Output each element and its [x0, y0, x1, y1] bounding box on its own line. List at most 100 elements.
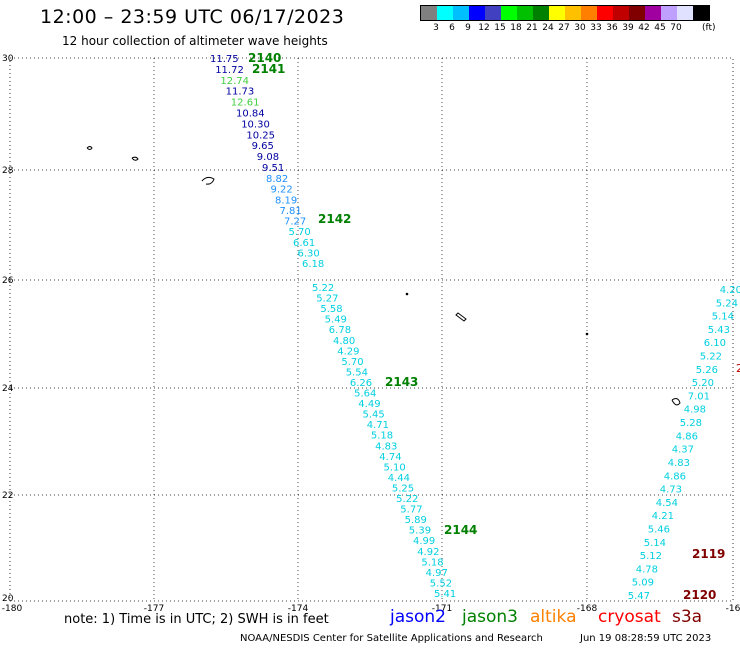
wave-height-label: 5.24: [716, 298, 738, 309]
wave-height-label: 4.54: [656, 498, 678, 509]
wave-height-label: 5.49: [325, 315, 347, 326]
pass-id-label: 2119: [692, 547, 725, 561]
pass-id-label: 2143: [385, 375, 418, 389]
wave-height-label: 4.21: [652, 511, 674, 522]
colorbar-swatch: [421, 6, 437, 20]
wave-height-label: 5.14: [712, 312, 734, 323]
colorbar-tick-label: 6: [449, 23, 455, 33]
colorbar-tick-label: 9: [465, 23, 471, 33]
wave-height-label: 4.80: [333, 336, 355, 347]
page-subtitle: 12 hour collection of altimeter wave hei…: [62, 34, 328, 48]
lon-tick-label: -180: [2, 604, 23, 614]
wave-height-label: 6.26: [350, 378, 372, 389]
wave-height-label: 4.92: [417, 547, 439, 558]
satellite-name-jason2: jason2: [390, 607, 446, 627]
wave-height-label: 5.52: [430, 578, 452, 589]
colorbar-tick-label: 39: [622, 23, 634, 33]
colorbar-tick-label: 70: [670, 23, 682, 33]
wave-height-label: 4.86: [676, 431, 698, 442]
axis-ticks: -180 -177 -174 -171 -168 -16 30 28 26 24 22 20: [2, 54, 740, 614]
colorbar-swatch: [517, 6, 533, 20]
wave-height-label: 5.89: [405, 515, 427, 526]
wave-height-label: 4.74: [379, 452, 401, 463]
wave-height-label: 10.30: [241, 119, 270, 130]
wave-height-label: 6.10: [704, 338, 726, 349]
pass-id-label: 2144: [444, 523, 477, 537]
colorbar-tick-label: 18: [510, 23, 522, 33]
colorbar-labels: 3 6 9 12 15 18 21 24 27 30 33 36 39 42 45 70 (ft): [420, 21, 715, 35]
lat-tick-label: 30: [2, 54, 14, 64]
satellite-name-s3a: s3a: [672, 607, 703, 627]
lat-tick-label: 26: [2, 276, 14, 286]
wave-height-label: 5.18: [421, 557, 443, 568]
satellite-name-cryosat: cryosat: [598, 607, 661, 627]
colorbar-swatch: [453, 6, 469, 20]
island-4: [455, 312, 467, 322]
island-5: [671, 398, 681, 406]
colorbar-tick-label: 12: [478, 23, 490, 33]
wave-height-label: 5.26: [696, 365, 718, 376]
wave-height-label: 5.22: [312, 283, 334, 294]
lat-tick-label: 28: [2, 166, 14, 176]
lon-tick-label: -171: [432, 604, 452, 614]
colorbar-tick-label: 36: [606, 23, 618, 33]
colorbar-legend: 3 6 9 12 15 18 21 24 27 30 33 36 39 42 45 70 (ft): [420, 5, 716, 35]
lon-tick-label: -177: [144, 604, 164, 614]
wave-height-label: 4.44: [388, 473, 410, 484]
wave-height-label: 4.78: [636, 564, 658, 575]
wave-height-label: 5.43: [708, 325, 730, 336]
lon-tick-label: -174: [288, 604, 309, 614]
colorbar-swatch: [437, 6, 453, 20]
satellite-name-altika: altika: [530, 607, 577, 627]
wave-height-label: 4.97: [426, 568, 448, 579]
wave-height-label: 6.61: [293, 238, 315, 249]
island-2: [131, 156, 139, 161]
wave-height-label: 11.75: [210, 54, 239, 65]
wave-height-label: 5.09: [632, 578, 654, 589]
wave-height-label: 5.22: [700, 352, 722, 363]
wave-height-label: 12.74: [220, 76, 249, 87]
colorbar-swatch: [581, 6, 597, 20]
wave-height-label: 11.73: [226, 87, 255, 98]
wave-height-label: 6.18: [302, 259, 324, 270]
wave-height-label: 5.70: [289, 227, 311, 238]
wave-height-label: 6.78: [329, 325, 351, 336]
wave-height-label: 7.01: [688, 391, 710, 402]
wave-height-label: 5.25: [392, 484, 414, 495]
wave-height-label: 5.77: [400, 505, 422, 516]
lon-tick-label: -168: [577, 604, 598, 614]
colorbar-swatch: [597, 6, 613, 20]
island-6: [405, 292, 409, 296]
colorbar-tick-label: 3: [433, 23, 439, 33]
wave-height-label: 5.10: [384, 462, 406, 473]
colorbar-tick-label: 27: [558, 23, 570, 33]
wave-height-label: 5.70: [341, 357, 363, 368]
wave-height-label: 9.22: [271, 185, 293, 196]
edge-mark: 2: [736, 362, 740, 375]
colorbar-swatch: [469, 6, 485, 20]
colorbar-swatch: [661, 6, 677, 20]
colorbar-swatch: [613, 6, 629, 20]
wave-height-label: 5.20: [692, 378, 714, 389]
colorbar-swatch: [533, 6, 549, 20]
pass-id-label: 2142: [318, 212, 351, 226]
wave-height-label: 5.45: [363, 410, 385, 421]
colorbar-swatch: [501, 6, 517, 20]
wave-height-label: 5.54: [346, 367, 368, 378]
wave-height-label: 4.71: [367, 420, 389, 431]
wave-height-label: 7.81: [280, 206, 302, 217]
page-title: 12:00 – 23:59 UTC 06/17/2023: [40, 6, 345, 28]
lat-tick-label: 22: [2, 491, 13, 501]
wave-height-label: 5.58: [320, 304, 342, 315]
colorbar-tick-label: 21: [526, 23, 538, 33]
wave-height-label: 4.99: [413, 536, 435, 547]
wave-height-label: 4.37: [672, 445, 694, 456]
wave-height-label: 5.22: [396, 494, 418, 505]
lat-tick-label: 20: [2, 594, 14, 604]
wave-height-label: 5.46: [648, 525, 670, 536]
wave-height-label: 5.41: [434, 589, 456, 600]
colorbar-unit: (ft): [702, 23, 716, 33]
wave-height-label: 6.30: [298, 248, 320, 259]
